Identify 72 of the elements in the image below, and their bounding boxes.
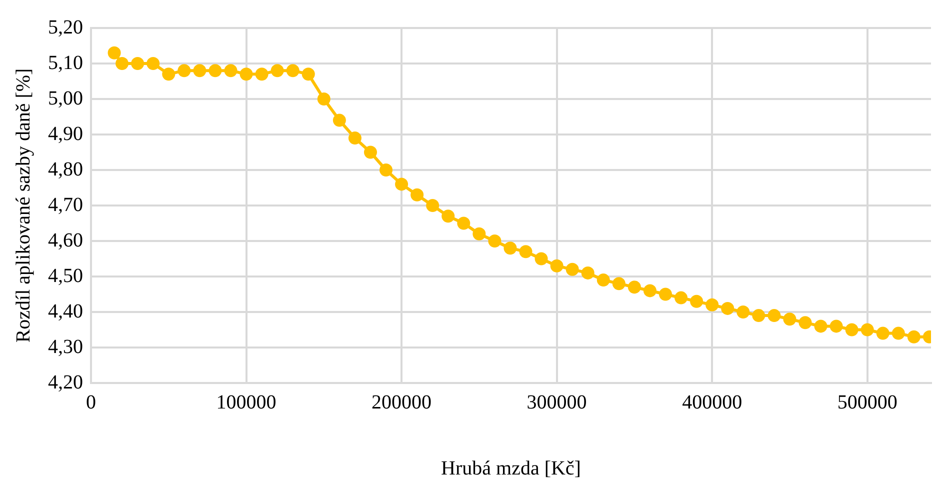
point [612, 277, 626, 290]
y-tick-label: 4,30 [48, 336, 83, 358]
point [116, 57, 129, 70]
point [332, 114, 346, 127]
point [830, 320, 843, 333]
x-tick-label: 100000 [216, 391, 276, 414]
point [364, 146, 377, 159]
point [721, 302, 734, 315]
x-tick-label: 300000 [526, 391, 587, 414]
point [410, 188, 424, 202]
y-tick-label: 4,60 [48, 229, 83, 252]
point [504, 242, 517, 255]
point [442, 210, 455, 223]
point [146, 57, 160, 70]
y-tick-label: 5,10 [48, 52, 83, 74]
point [302, 68, 315, 81]
point [674, 291, 688, 304]
point [736, 306, 750, 318]
point [224, 64, 238, 78]
point [395, 178, 408, 191]
y-tick-label: 4,50 [48, 264, 83, 287]
y-tick-label: 5,20 [48, 16, 83, 38]
point [317, 92, 330, 106]
point [581, 266, 594, 280]
point [286, 64, 300, 78]
point [380, 164, 393, 176]
point [550, 259, 564, 272]
y-tick-label: 4,90 [48, 122, 83, 145]
point [193, 64, 206, 78]
point [519, 245, 532, 258]
point [162, 68, 176, 81]
point [768, 309, 781, 322]
point [783, 312, 796, 326]
x-tick-label: 200000 [372, 391, 432, 414]
point [658, 288, 672, 301]
point [108, 46, 121, 60]
point [706, 298, 719, 312]
point [255, 68, 268, 81]
point [240, 68, 253, 81]
y-tick-label: 5,00 [48, 87, 83, 110]
y-axis-title: Rozdíl aplikované sazby daně [%] [12, 68, 34, 343]
x-tick-label: 500000 [837, 391, 898, 414]
point [628, 280, 641, 294]
x-axis-title: Hrubá mzda [Kč] [441, 457, 581, 480]
point [178, 64, 191, 78]
point [348, 132, 362, 145]
x-tick-label: 400000 [682, 391, 742, 414]
point [566, 262, 579, 276]
point [752, 309, 766, 322]
point [814, 320, 828, 333]
x-tick-label: 0 [86, 391, 96, 414]
point [690, 294, 704, 308]
point [845, 323, 858, 336]
point [860, 323, 874, 336]
point [488, 234, 502, 248]
point [907, 330, 920, 344]
point [596, 274, 610, 287]
point [270, 64, 284, 78]
point [892, 326, 905, 340]
point [534, 252, 548, 266]
point [472, 227, 486, 240]
point [876, 326, 890, 340]
point [798, 316, 812, 330]
point [426, 199, 440, 212]
point [131, 57, 144, 70]
point [643, 284, 656, 298]
point [208, 64, 222, 78]
y-tick-label: 4,80 [48, 158, 83, 180]
y-tick-label: 4,20 [48, 371, 83, 394]
point [457, 216, 470, 230]
y-tick-label: 4,40 [48, 300, 83, 322]
y-tick-label: 4,70 [48, 194, 83, 216]
